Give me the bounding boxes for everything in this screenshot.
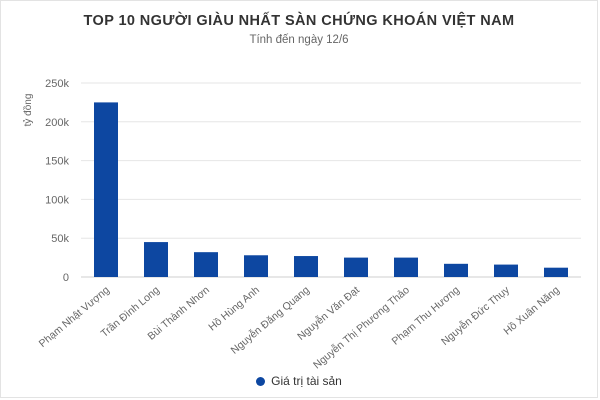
bar[interactable] xyxy=(94,102,118,278)
chart-title: TOP 10 NGƯỜI GIÀU NHẤT SÀN CHỨNG KHOÁN V… xyxy=(83,13,515,29)
bar[interactable] xyxy=(344,257,368,277)
x-tick-label: Phạm Nhật Vượng xyxy=(37,284,112,350)
y-tick-label: 150k xyxy=(45,156,69,168)
x-tick-label: Nguyễn Thị Phương Thảo xyxy=(310,283,412,371)
bar[interactable] xyxy=(444,263,468,277)
chart-subtitle: Tính đến ngày 12/6 xyxy=(249,34,349,46)
bar[interactable] xyxy=(144,242,168,277)
y-axis-title: tỷ đồng xyxy=(22,94,34,127)
bar[interactable] xyxy=(194,252,218,277)
bar[interactable] xyxy=(244,255,268,277)
legend-marker-icon xyxy=(256,376,266,386)
y-tick-label: 250k xyxy=(45,78,69,90)
legend-label: Giá trị tài sản xyxy=(271,374,342,388)
y-tick-label: 50k xyxy=(51,233,69,245)
y-tick-label: 100k xyxy=(45,194,69,206)
bar[interactable] xyxy=(544,267,568,277)
y-tick-label: 200k xyxy=(45,117,69,129)
legend[interactable]: Giá trị tài sản xyxy=(1,374,597,388)
y-tick-label: 0 xyxy=(63,272,69,284)
bar[interactable] xyxy=(394,257,418,277)
bar[interactable] xyxy=(494,264,518,277)
bar[interactable] xyxy=(294,256,318,277)
